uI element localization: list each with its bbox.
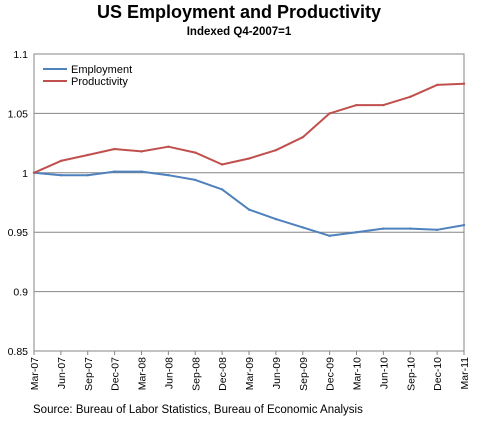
productivity-point [435, 83, 439, 87]
productivity-point [59, 159, 63, 163]
x-tick-label: Dec-08 [217, 357, 229, 391]
productivity-point [167, 145, 170, 148]
productivity-point [32, 171, 36, 174]
x-tick-label: Sep-08 [190, 357, 202, 391]
productivity-point [409, 95, 412, 98]
plot-area-border [33, 53, 465, 352]
productivity-point [194, 151, 197, 154]
productivity-point [140, 150, 143, 153]
x-tick-label: Jun-08 [163, 357, 175, 389]
source-note: Source: Bureau of Labor Statistics, Bure… [33, 404, 363, 416]
productivity-point [301, 135, 304, 139]
x-tick-label: Mar-09 [244, 357, 256, 390]
productivity-point [355, 103, 358, 107]
x-tick-label: Sep-09 [298, 357, 310, 391]
productivity-point [274, 149, 278, 152]
employment-point [409, 227, 412, 230]
y-tick-label: 0.85 [8, 346, 29, 358]
productivity-point [86, 153, 89, 157]
productivity-point [113, 147, 116, 151]
employment-point [274, 217, 278, 221]
employment-point [355, 231, 358, 234]
employment-point [220, 188, 224, 191]
x-tick-label: Mar-08 [137, 357, 149, 390]
x-tick-label: Mar-10 [352, 357, 364, 390]
x-tick-label: Sep-10 [405, 357, 417, 391]
productivity-point [382, 103, 385, 107]
productivity-point [328, 112, 331, 115]
employment-point [435, 228, 439, 232]
x-tick-label: Mar-07 [29, 357, 41, 390]
x-tick-label: Jun-07 [56, 357, 68, 389]
y-tick-label: 1.1 [13, 49, 28, 61]
series-lines [32, 82, 466, 237]
y-tick-label: 0.9 [13, 287, 28, 299]
employment-point [59, 173, 63, 177]
axes: 0.85 0.9 0.95 1 1.05 1.1 Mar-07 Jun-07 Sep-07 Dec… [8, 49, 471, 391]
y-tick-label: 1.05 [8, 108, 29, 120]
productivity-point [462, 82, 466, 85]
productivity-point [247, 157, 251, 160]
x-tick-label: Jun-09 [271, 357, 283, 389]
x-tick-label: Sep-07 [83, 357, 95, 391]
employment-point [113, 170, 116, 173]
employment-point [382, 227, 385, 230]
employment-point [328, 234, 331, 237]
employment-point [301, 226, 304, 229]
chart-subtitle: Indexed Q4-2007=1 [186, 26, 292, 38]
employment-point [140, 170, 143, 173]
x-tick-label: Jun-10 [378, 357, 390, 389]
x-tick-label: Dec-07 [110, 357, 122, 391]
x-tick-label: Dec-09 [325, 357, 337, 391]
employment-point [247, 208, 251, 211]
employment-point [86, 173, 89, 177]
chart-title: US Employment and Productivity [96, 2, 382, 22]
series-line-employment [33, 170, 465, 237]
employment-point [167, 173, 170, 177]
legend-label-productivity: Productivity [71, 76, 128, 88]
gridlines [34, 112, 464, 293]
y-tick-label: 1 [22, 168, 28, 180]
y-tick-label: 0.95 [8, 227, 29, 239]
employment-point [194, 178, 197, 182]
employment-point [462, 223, 466, 227]
productivity-point [220, 163, 224, 166]
x-tick-label: Dec-10 [432, 357, 444, 391]
x-tick-label: Mar-11 [459, 357, 471, 390]
legend-label-employment: Employment [71, 64, 132, 76]
